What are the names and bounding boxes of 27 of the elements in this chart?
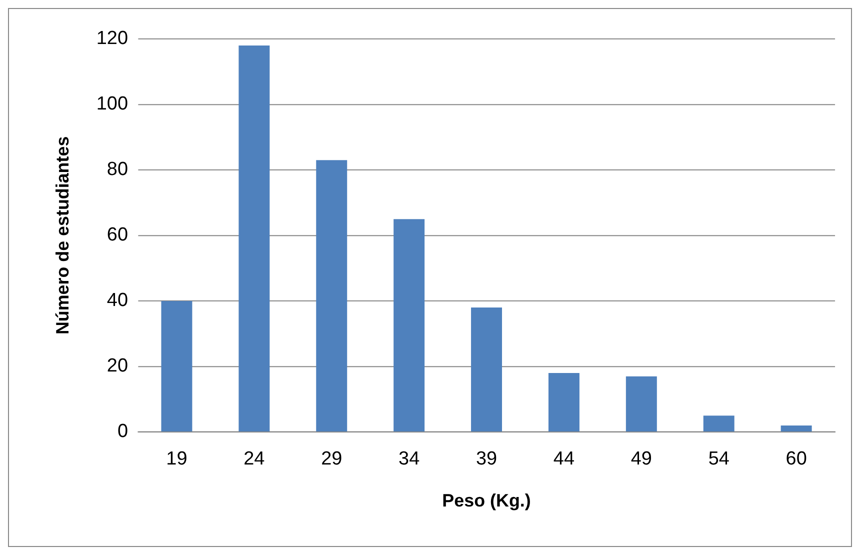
bar	[161, 300, 192, 432]
y-tick-label: 100	[96, 94, 128, 115]
y-tick-label: 80	[106, 159, 128, 180]
y-tick-label: 120	[96, 28, 128, 50]
y-tick-label: 20	[106, 356, 128, 377]
x-tick-label: 24	[244, 448, 265, 470]
bar	[316, 160, 348, 432]
bar	[548, 373, 580, 432]
y-axis-title: Número de estudiantes	[52, 136, 73, 335]
x-tick-label: 60	[786, 448, 807, 470]
x-tick-label: 44	[553, 448, 575, 470]
x-axis-title: Peso (Kg.)	[442, 490, 531, 510]
bar	[471, 308, 502, 432]
bar	[394, 219, 425, 432]
x-tick-label: 49	[630, 448, 652, 470]
y-tick-label: 60	[106, 224, 128, 246]
y-tick-label: 40	[106, 290, 128, 312]
bar	[703, 416, 734, 432]
bar	[780, 425, 812, 432]
bar	[238, 45, 270, 432]
x-tick-label: 54	[708, 448, 730, 470]
y-tick-label: 0	[117, 421, 128, 442]
x-tick-label: 34	[398, 448, 420, 470]
x-tick-label: 39	[476, 448, 498, 470]
bar	[626, 376, 657, 432]
x-tick-label: 19	[166, 448, 188, 470]
x-tick-label: 29	[321, 448, 342, 470]
